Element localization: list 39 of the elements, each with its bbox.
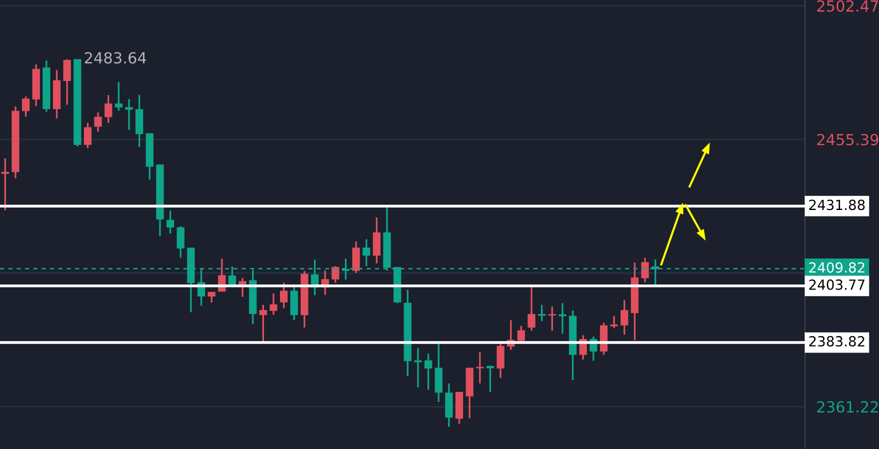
- candlestick: [22, 96, 30, 118]
- ref-line-label: 2403.77: [809, 279, 864, 290]
- candlestick: [641, 256, 649, 284]
- ref-line-label: 2409.82: [809, 262, 864, 273]
- candlestick: [517, 324, 526, 344]
- candlestick: [424, 352, 432, 391]
- candlestick: [362, 238, 370, 268]
- candlestick: [496, 341, 504, 379]
- candlestick: [125, 98, 133, 131]
- candlestick: [104, 94, 112, 124]
- y-tick-label: 2455.39: [817, 134, 878, 146]
- candlestick: [259, 304, 267, 344]
- candlestick: [352, 240, 360, 274]
- y-tick-label: 2502.47: [817, 0, 878, 12]
- candlestick: [332, 265, 340, 284]
- candlestick: [176, 225, 184, 259]
- ref-line-label: 2383.82: [809, 336, 864, 347]
- candlestick: [610, 315, 618, 329]
- candlestick: [414, 347, 422, 388]
- candlestick: [208, 291, 216, 304]
- candlestick: [280, 282, 288, 310]
- candlestick: [84, 122, 92, 149]
- candlestick: [528, 285, 536, 332]
- candlestick: [114, 81, 123, 112]
- candlestick: [94, 112, 102, 133]
- candlestick: [63, 58, 71, 106]
- candlestick: [558, 302, 566, 335]
- ref-line-label: 2431.88: [809, 200, 865, 210]
- y-tick-label: 2361.22: [817, 401, 878, 413]
- candlestick: [372, 216, 381, 264]
- candlestick: [166, 210, 174, 234]
- candlestick: [270, 292, 278, 316]
- candlestick: [620, 299, 628, 336]
- candlestick: [290, 286, 298, 321]
- candlestick: [548, 306, 556, 332]
- candlestick: [538, 304, 546, 322]
- annotation: 2483.64: [84, 52, 146, 64]
- candlestick: [1, 158, 9, 212]
- candlestick: [486, 364, 494, 394]
